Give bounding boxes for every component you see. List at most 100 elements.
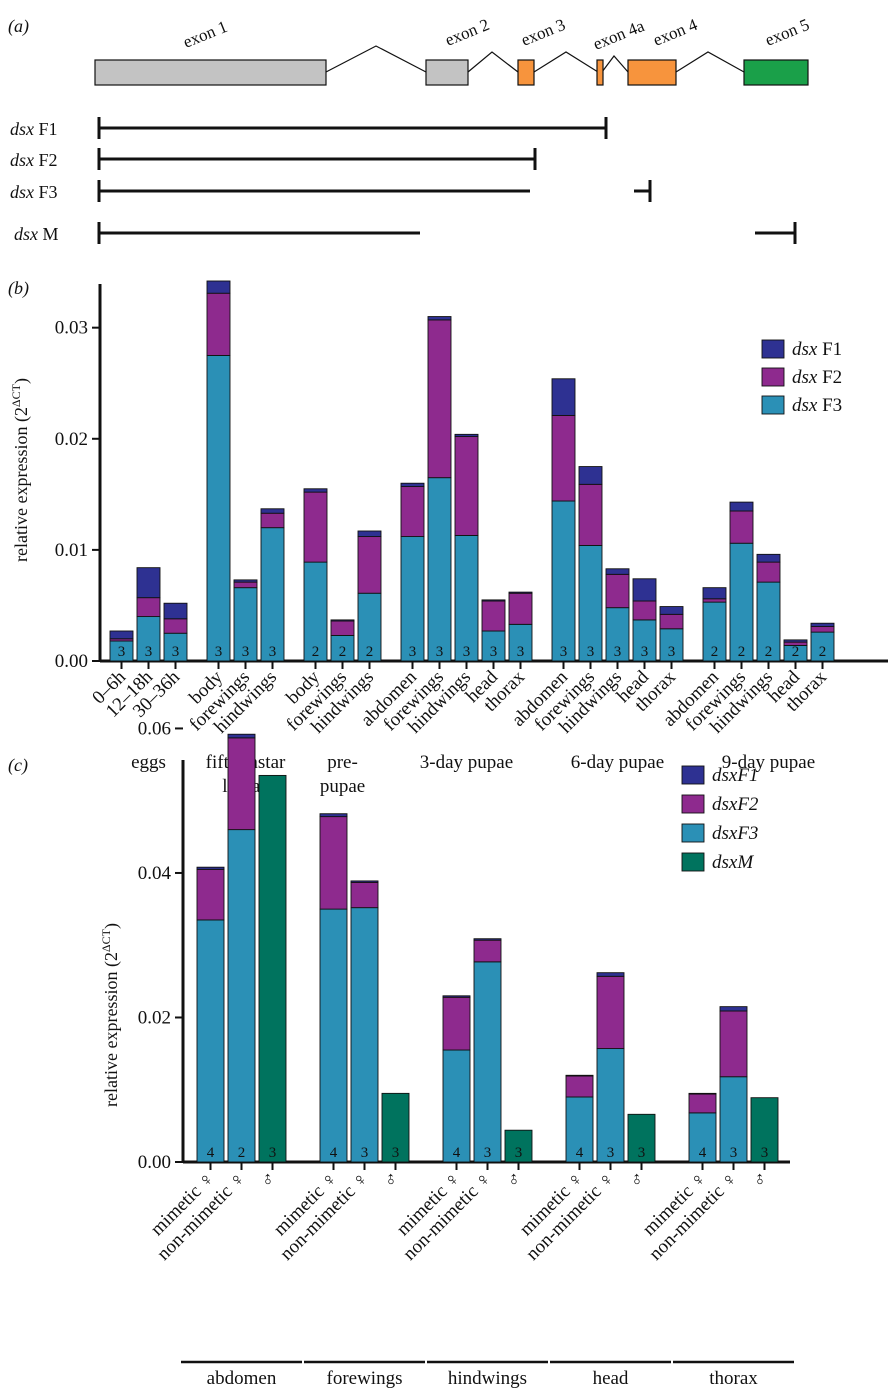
b-sample-size-label: 3 <box>641 644 649 660</box>
c-bar-f2-segment <box>596 975 625 1050</box>
b-bar-f1-segment <box>551 378 576 416</box>
b-bar-f2-segment <box>206 292 231 356</box>
c-legend-swatch <box>681 852 705 872</box>
c-bar-f3-segment <box>596 1048 625 1163</box>
b-legend-swatch <box>761 339 785 359</box>
b-bar-f2-segment <box>260 512 285 529</box>
c-sample-size-label: 3 <box>607 1145 615 1161</box>
b-bar-f2-segment <box>330 620 355 636</box>
c-sample-size-label: 2 <box>238 1145 246 1161</box>
b-bar-f3-segment <box>206 354 231 662</box>
isoform-f1-label: dsx F1 <box>10 119 58 139</box>
c-legend-swatch <box>681 823 705 843</box>
exon-3-box <box>517 59 535 86</box>
c-sample-size-label: 3 <box>361 1145 369 1161</box>
b-legend-swatch <box>761 367 785 387</box>
b-bar-f1-segment <box>729 501 754 512</box>
b-sample-size-label: 3 <box>145 644 153 660</box>
b-bar-f2-segment <box>659 613 684 630</box>
b-bar-f2-segment <box>756 561 781 583</box>
c-bar-f1-segment <box>596 972 625 977</box>
b-legend-label: dsx F3 <box>792 395 842 416</box>
gene-structure-panel: (a) exon 1 exon 2 exon 3 exon 4a exon 4 … <box>8 15 812 244</box>
b-bar-f1-segment <box>330 619 355 622</box>
b-bar-f1-segment <box>109 630 134 640</box>
c-bar-f3-segment <box>688 1112 717 1163</box>
intron-1-2 <box>325 45 427 73</box>
c-bar-f3-segment <box>196 919 225 1163</box>
b-bar-f1-segment <box>454 433 479 438</box>
c-bar-f2-segment <box>319 816 348 910</box>
b-bar-f1-segment <box>756 553 781 563</box>
c-sample-size-label: 4 <box>330 1145 338 1161</box>
b-bar-f1-segment <box>400 482 425 488</box>
c-bar-f1-segment <box>442 995 471 998</box>
panel-b-label: (b) <box>8 278 29 299</box>
b-group-label: eggs <box>131 752 166 773</box>
b-bar-f2-segment <box>454 436 479 536</box>
b-bar-f1-segment <box>233 579 258 583</box>
c-sample-size-label: 3 <box>392 1145 400 1161</box>
exon-4a-box <box>596 59 604 86</box>
b-sample-size-label: 3 <box>409 644 417 660</box>
b-sample-size-label: 3 <box>269 644 277 660</box>
exon-5-label: exon 5 <box>762 15 812 50</box>
b-bar-f1-segment <box>136 567 161 599</box>
c-legend-label: dsxF3 <box>712 823 758 844</box>
isoform-f3-label: dsx F3 <box>10 182 58 202</box>
b-bar-f1-segment <box>357 530 382 538</box>
b-y-tick-label: 0.01 <box>55 540 88 561</box>
exon-4-label: exon 4 <box>650 15 700 50</box>
c-bar-m-segment <box>504 1129 533 1163</box>
intron-4a-4 <box>601 55 629 73</box>
b-bar-f1-segment <box>632 578 657 602</box>
panel-c-y-axis-label: relative expression (2ΔCT) <box>99 923 122 1107</box>
exon-4a-label: exon 4a <box>590 16 647 54</box>
panel-b-bars: 3 3 3 3 3 3 2 2 2 3 3 3 3 3 3 3 3 3 3 2 2 2 2 2 <box>109 280 835 662</box>
b-sample-size-label: 3 <box>463 644 471 660</box>
panel-c-label: (c) <box>8 755 28 776</box>
c-bar-f3-segment <box>442 1049 471 1163</box>
b-bar-f1-segment <box>783 639 808 643</box>
c-legend-label: dsxM <box>712 852 754 873</box>
c-bar-f1-segment <box>196 866 225 870</box>
exon-3-label: exon 3 <box>518 15 568 50</box>
c-legend-swatch <box>681 794 705 814</box>
b-bar-f2-segment <box>605 573 630 609</box>
b-bar-f2-segment <box>233 581 258 589</box>
c-bar-f2-segment <box>473 939 502 963</box>
c-sample-size-label: 4 <box>453 1145 461 1161</box>
c-legend-label: dsxF2 <box>712 794 759 815</box>
c-group-label: forewings <box>327 1368 403 1389</box>
b-sample-size-label: 3 <box>172 644 180 660</box>
b-bar-f1-segment <box>659 606 684 615</box>
c-bar-f1-segment <box>565 1074 594 1077</box>
b-sample-size-label: 2 <box>366 644 374 660</box>
c-y-tick-label: 0.00 <box>138 1152 171 1173</box>
c-group-label: abdomen <box>207 1368 277 1389</box>
c-bar-f2-segment <box>350 881 379 909</box>
b-bar-f2-segment <box>136 597 161 618</box>
panel-c-chart: (c) relative expression (2ΔCT) 0.00 0.02 0… <box>8 718 794 1389</box>
b-sample-size-label: 2 <box>819 644 827 660</box>
b-bar-f2-segment <box>632 600 657 621</box>
b-legend-swatch <box>761 395 785 415</box>
b-bar-f3-segment <box>260 527 285 662</box>
b-sample-size-label: 2 <box>792 644 800 660</box>
c-bar-f2-segment <box>227 737 256 831</box>
b-sample-size-label: 2 <box>312 644 320 660</box>
b-bar-f2-segment <box>578 483 603 546</box>
c-bar-f2-segment <box>719 1010 748 1078</box>
b-sample-size-label: 3 <box>560 644 568 660</box>
c-bar-f3-segment <box>319 908 348 1163</box>
c-group-label: hindwings <box>448 1368 527 1389</box>
b-bar-f1-segment <box>810 622 835 628</box>
c-sample-size-label: 3 <box>761 1145 769 1161</box>
b-bar-f1-segment <box>578 466 603 485</box>
intron-2-3 <box>467 51 519 73</box>
c-x-tick-label: ♂ <box>625 1168 650 1193</box>
panel-b-legend: dsx F1 dsx F2 dsx F3 <box>761 339 842 416</box>
b-bar-f2-segment <box>400 486 425 538</box>
